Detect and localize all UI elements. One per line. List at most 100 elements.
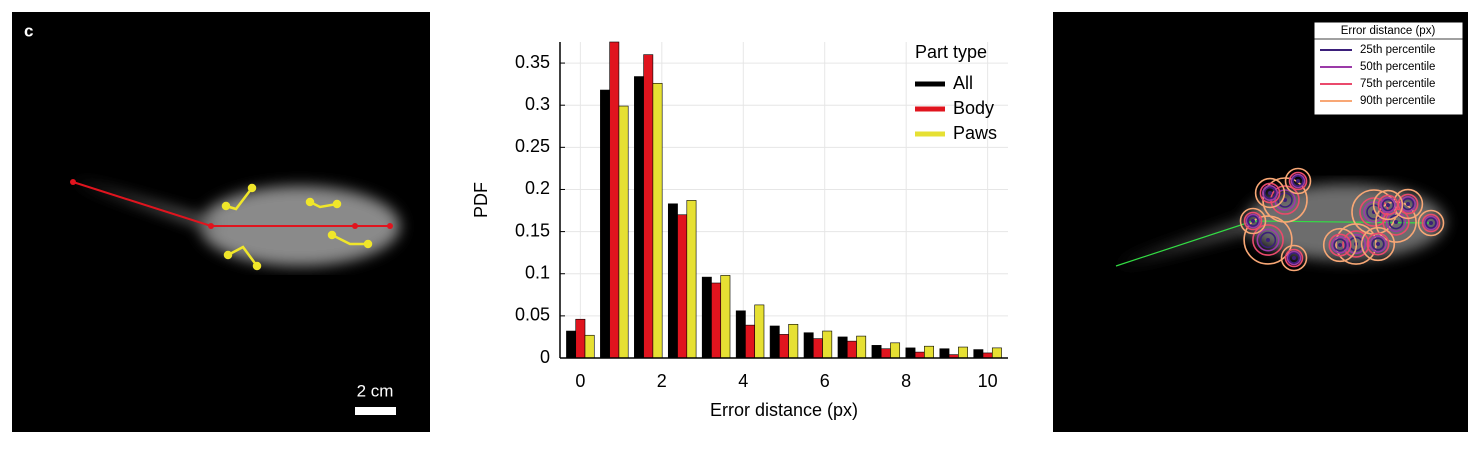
point xyxy=(252,261,262,271)
bar xyxy=(745,324,756,359)
error-ring xyxy=(1369,235,1387,253)
scale-bar-label: 2 cm xyxy=(357,381,394,400)
bar xyxy=(924,345,934,359)
error-ring xyxy=(1263,186,1277,200)
error-ring xyxy=(1372,189,1404,221)
y-axis-label: PDF xyxy=(471,182,491,218)
error-ring xyxy=(1333,238,1347,252)
point xyxy=(332,199,342,209)
bar xyxy=(575,318,586,359)
error-ring xyxy=(1400,196,1417,213)
error-ring xyxy=(1388,214,1404,230)
bar xyxy=(609,41,620,359)
y-tick-label: 0.3 xyxy=(525,94,550,114)
paw xyxy=(227,245,259,267)
point xyxy=(247,183,257,193)
bar xyxy=(973,349,984,359)
error-ring xyxy=(1292,175,1304,187)
bar xyxy=(837,336,848,359)
point xyxy=(221,201,231,211)
y-tick-label: 0.05 xyxy=(515,305,550,325)
keypoint xyxy=(1429,221,1433,225)
bar xyxy=(779,334,789,359)
x-tick-label: 10 xyxy=(978,371,998,391)
error-ring xyxy=(1245,213,1261,229)
skeleton-paws xyxy=(221,183,373,271)
error-ring xyxy=(1243,215,1293,265)
point xyxy=(223,250,233,260)
error-ring xyxy=(1360,226,1396,262)
scale-bar xyxy=(355,407,396,415)
error-ring xyxy=(1274,189,1296,211)
error-ring xyxy=(1417,209,1445,237)
paw xyxy=(331,233,368,246)
keypoint xyxy=(1394,220,1398,224)
bar xyxy=(643,54,654,359)
keypoint xyxy=(1292,256,1296,260)
error-ring xyxy=(1421,213,1441,233)
point xyxy=(352,223,358,229)
keypoint xyxy=(1268,191,1272,195)
keypoint xyxy=(1266,238,1270,242)
bar xyxy=(982,352,993,359)
error-ring xyxy=(1328,233,1352,257)
error-ring xyxy=(1381,198,1395,212)
overlay-legend-label: 25th percentile xyxy=(1360,44,1435,56)
bar xyxy=(991,347,1002,359)
overlay-legend-box xyxy=(1313,21,1464,116)
point xyxy=(327,230,337,240)
bar xyxy=(788,323,799,359)
bar xyxy=(735,310,746,359)
error-ring xyxy=(1284,248,1304,268)
error-ring xyxy=(1423,215,1439,231)
keypoint xyxy=(1283,198,1287,202)
keypoint xyxy=(1386,203,1390,207)
point xyxy=(387,223,393,229)
x-axis-label: Error distance (px) xyxy=(710,400,858,420)
bar xyxy=(769,325,780,359)
error-ring xyxy=(1239,207,1267,235)
y-tick-label: 0.2 xyxy=(525,178,550,198)
bar xyxy=(803,332,814,359)
y-tick-label: 0 xyxy=(540,347,550,367)
bar xyxy=(890,342,901,359)
mouse-tail xyxy=(1115,216,1255,266)
bar xyxy=(914,351,925,359)
bar xyxy=(652,82,663,359)
error-ring xyxy=(1425,217,1437,229)
error-ring xyxy=(1288,252,1300,264)
bar xyxy=(905,347,916,359)
error-ring xyxy=(1380,197,1397,214)
error-ring xyxy=(1377,194,1399,216)
error-ring xyxy=(1243,211,1263,231)
bar xyxy=(846,340,857,359)
error-ring xyxy=(1342,230,1370,258)
error-rings xyxy=(1239,167,1445,272)
bar xyxy=(634,76,644,359)
overlay-legend-label: 50th percentile xyxy=(1360,61,1435,73)
bar xyxy=(677,214,688,359)
error-ring xyxy=(1290,173,1306,189)
x-tick-label: 8 xyxy=(901,371,911,391)
bar xyxy=(958,346,968,359)
bar xyxy=(566,330,577,359)
bar xyxy=(822,330,833,359)
error-ring xyxy=(1322,227,1358,263)
error-ring xyxy=(1247,215,1259,227)
error-ring xyxy=(1366,232,1390,256)
bar xyxy=(618,105,629,359)
panel-label: c xyxy=(24,21,33,40)
legend-label: All xyxy=(953,73,973,93)
keypoint xyxy=(1406,202,1410,206)
bar xyxy=(667,203,678,359)
x-tick-label: 4 xyxy=(738,371,748,391)
keypoint xyxy=(1376,242,1380,246)
bar xyxy=(686,200,697,359)
body-points xyxy=(70,179,393,229)
skeleton-body xyxy=(72,181,390,227)
y-tick-label: 0.15 xyxy=(515,220,550,240)
point xyxy=(70,179,76,185)
x-tick-label: 6 xyxy=(820,371,830,391)
bar xyxy=(584,334,595,359)
